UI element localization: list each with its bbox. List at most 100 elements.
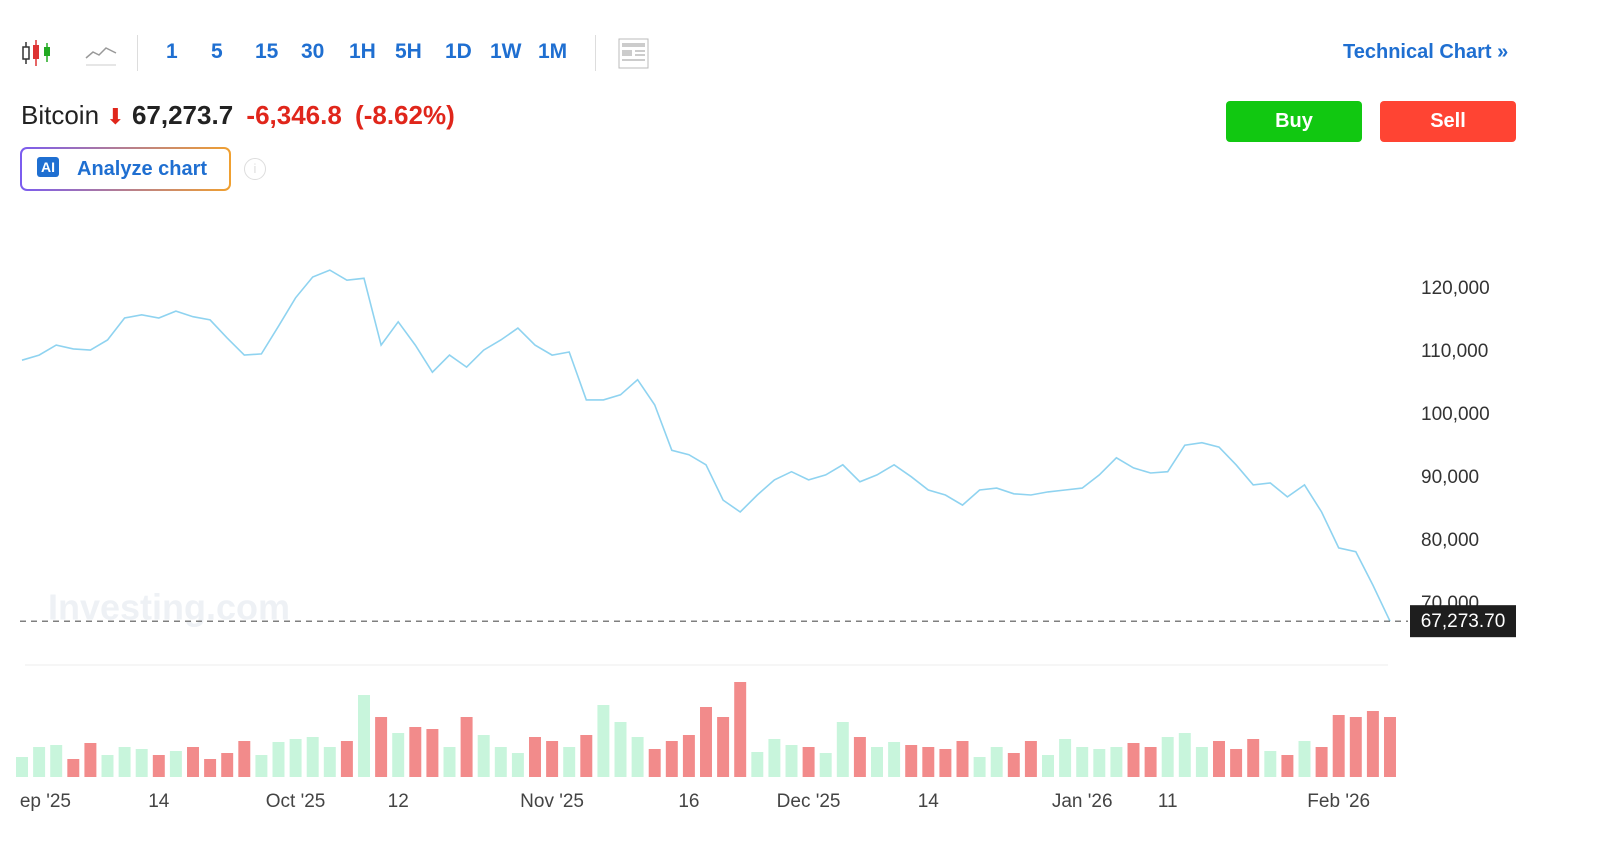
volume-bar [1384, 717, 1396, 777]
volume-bar [1349, 717, 1362, 777]
volume-bar [1247, 739, 1260, 777]
volume-bar [152, 755, 165, 777]
sell-button[interactable]: Sell [1380, 101, 1516, 142]
volume-bar [1144, 747, 1157, 777]
interval-button[interactable]: 30 [301, 40, 325, 63]
volume-bar [1178, 733, 1191, 777]
x-tick-label: 16 [678, 791, 699, 812]
volume-bar [1366, 711, 1379, 777]
volume-bar [905, 745, 918, 777]
x-tick-label: Jan '26 [1052, 791, 1113, 812]
x-tick-label: Nov '25 [520, 791, 584, 812]
ai-badge: AI [37, 157, 59, 177]
volume-bar [768, 739, 781, 777]
volume-bar [511, 753, 524, 777]
interval-button[interactable]: 5 [211, 40, 223, 63]
volume-bar [426, 729, 439, 777]
interval-button[interactable]: 5H [395, 40, 422, 63]
price-line [21, 269, 1391, 622]
volume-bar [1230, 749, 1243, 777]
volume-bar [135, 749, 148, 777]
interval-button[interactable]: 1D [445, 40, 472, 63]
layout-icon[interactable] [618, 38, 650, 70]
volume-bar [1161, 737, 1174, 777]
x-tick-label: Feb '26 [1307, 791, 1370, 812]
volume-bar [751, 752, 764, 777]
line-icon[interactable] [84, 40, 118, 68]
y-tick-label: 100,000 [1421, 404, 1490, 425]
volume-bar [836, 722, 849, 777]
volume-bar [1024, 741, 1037, 777]
volume-bar [101, 755, 114, 777]
y-tick-label: 120,000 [1421, 278, 1490, 299]
volume-bar [33, 747, 46, 777]
candlestick-icon[interactable] [20, 38, 56, 68]
volume-bar [67, 759, 80, 777]
interval-button[interactable]: 1W [490, 40, 522, 63]
buy-button[interactable]: Buy [1226, 101, 1362, 142]
volume-bar [204, 759, 217, 777]
volume-bar [888, 742, 901, 777]
volume-bar [956, 741, 969, 777]
volume-bar [597, 705, 610, 777]
volume-bar [529, 737, 541, 777]
technical-chart-link[interactable]: Technical Chart » [1343, 41, 1509, 63]
volume-bar [648, 749, 661, 777]
x-tick-label: Oct '25 [266, 791, 326, 812]
volume-bar [853, 737, 866, 777]
interval-button[interactable]: 15 [255, 40, 279, 63]
volume-bar [477, 735, 490, 777]
last-price-label: 67,273.70 [1421, 611, 1506, 632]
volume-bar [1195, 747, 1208, 777]
y-tick-label: 110,000 [1421, 341, 1488, 362]
analyze-label: Analyze chart [77, 158, 208, 180]
x-tick-label: 12 [388, 791, 409, 812]
down-arrow: ⬇ [106, 104, 125, 129]
separator [595, 35, 596, 71]
volume-bar [340, 741, 353, 777]
volume-bar [50, 745, 63, 777]
change: -6,346.8 [246, 100, 342, 130]
change-percent: (-8.62%) [355, 100, 455, 130]
volume-bar [1213, 741, 1225, 777]
volume-bar [1315, 747, 1328, 777]
x-tick-label: 14 [918, 791, 940, 812]
volume-bar [631, 737, 644, 777]
interval-button[interactable]: 1M [538, 40, 568, 63]
volume-bar [169, 751, 182, 777]
volume-bar [871, 747, 883, 777]
volume-bar [323, 747, 336, 777]
info-icon[interactable]: i [244, 158, 266, 180]
interval-button[interactable]: 1H [349, 40, 376, 63]
volume-bar [494, 747, 507, 777]
volume-bar [1059, 739, 1072, 777]
x-tick-label: 11 [1158, 791, 1178, 812]
volume-bar [289, 739, 302, 777]
volume-bar [546, 741, 559, 777]
volume-bar [16, 757, 28, 777]
volume-bar [306, 737, 319, 777]
interval-button[interactable]: 1 [166, 40, 178, 63]
analyze-button[interactable]: AI Analyze chart [20, 147, 231, 191]
volume-bar [1332, 715, 1345, 777]
x-tick-label: 14 [148, 791, 170, 812]
volume-bar [665, 741, 678, 777]
volume-bar [1110, 747, 1123, 777]
volume-bar [682, 735, 695, 777]
volume-bar [443, 747, 456, 777]
x-axis: Sep '25 14 Oct '25 12 Nov '25 16 Dec '25 14 Jan … [20, 791, 1370, 812]
volume-bar [785, 745, 798, 777]
volume-bar [272, 742, 285, 777]
last-price-box [1410, 605, 1516, 638]
separator [137, 35, 138, 71]
volume-bar [990, 747, 1003, 777]
volume-bar [1007, 753, 1020, 777]
volume-bar [819, 753, 832, 777]
y-tick-label: 80,000 [1421, 530, 1479, 551]
volume-bar [84, 743, 97, 777]
volume-bar [1298, 741, 1311, 777]
y-tick-label: 90,000 [1421, 467, 1479, 488]
volume-bar [1076, 747, 1089, 777]
volume-bar [1264, 751, 1277, 777]
